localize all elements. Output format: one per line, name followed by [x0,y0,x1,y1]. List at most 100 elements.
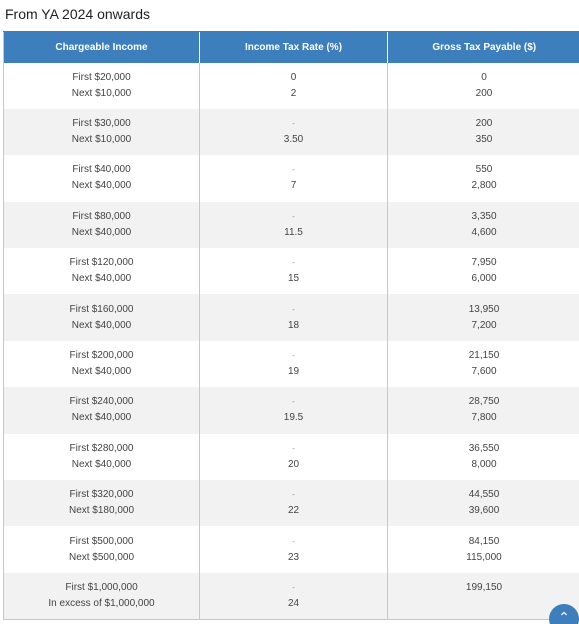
cell-tax-rate: - 3.50 [199,108,388,156]
cell-gross-tax-line: 7,950 [471,257,497,269]
cell-tax-rate-line: - [292,443,295,453]
cell-gross-tax-line: 28,750 [468,396,500,408]
cell-tax-rate: - 19.5 [199,387,388,434]
cell-chargeable-income-line: Next $40,000 [71,458,132,470]
cell-tax-rate-line: - [292,351,295,361]
table-row: First $500,000 Next $500,000 - 23 84,150 115,… [3,526,579,573]
cell-tax-rate: -7 [199,155,388,202]
cell-tax-rate-line: 23 [287,551,300,563]
cell-gross-tax-line: 550 [475,164,493,176]
table-row: First $30,000 Next $10,000-3.50 200 350 [3,108,579,156]
cell-gross-tax-line: 36,550 [468,442,500,454]
cell-gross-tax-line: 200 [475,118,493,130]
cell-chargeable-income-line: First $320,000 [69,489,134,501]
scroll-to-top-button[interactable]: ⌃ [549,604,579,624]
cell-tax-rate-line: - [292,304,295,314]
cell-gross-tax-line: 115,000 [466,551,502,563]
cell-gross-tax-line: 3,350 [471,210,497,222]
cell-chargeable-income-line: First $120,000 [69,257,134,269]
cell-tax-rate-line: 2 [290,87,297,99]
cell-chargeable-income: First $320,000 Next $180,000 [3,480,200,527]
cell-gross-tax: 7,950 6,000 [387,248,579,295]
cell-tax-rate-line: 24 [287,597,300,609]
tax-rate-table: Chargeable Income Income Tax Rate (%) Gr… [3,31,579,620]
cell-gross-tax-line: 7,600 [471,366,497,378]
cell-chargeable-income: First $240,000 Next $40,000 [3,387,200,434]
table-header-row: Chargeable Income Income Tax Rate (%) Gr… [3,31,579,63]
cell-chargeable-income-line: First $500,000 [69,535,134,547]
cell-gross-tax: 13,950 7,200 [387,294,579,341]
cell-chargeable-income-line: Next $500,000 [68,551,135,563]
cell-tax-rate-line: 18 [287,319,300,331]
cell-chargeable-income-line: Next $10,000 [71,134,132,146]
cell-chargeable-income-line: First $80,000 [72,210,131,222]
cell-tax-rate-line: 19.5 [283,412,304,424]
table-row: First $120,000 Next $40,000 - 15 7,950 6,000 [3,248,579,295]
cell-tax-rate: - 24 [199,572,388,620]
cell-gross-tax-line [388,596,579,612]
cell-tax-rate-line: 0 [290,71,297,83]
cell-chargeable-income: First $500,000 Next $500,000 [3,526,200,573]
cell-gross-tax-line: 13,950 [468,303,500,315]
cell-chargeable-income: First $200,000 Next $40,000 [3,340,200,388]
cell-chargeable-income-line: Next $40,000 [71,412,132,424]
cell-tax-rate-line: 20 [287,458,300,470]
cell-gross-tax-line: 84,150 [468,535,500,547]
cell-chargeable-income-line: Next $40,000 [71,273,132,285]
cell-tax-rate-line: - [292,490,295,500]
table-row: First $160,000 Next $40,000 - 18 13,950 7,200 [3,294,579,341]
table-row: First $20,000 Next $10,000 0 2 0 200 [3,62,579,109]
table-row: First $1,000,000 In excess of $1,000,000 -… [3,572,579,620]
cell-tax-rate: - 15 [199,248,388,295]
cell-gross-tax-line: 2,800 [471,180,497,192]
cell-chargeable-income-line: First $1,000,000 [65,581,138,593]
cell-chargeable-income: First $40,000 Next $40,000 [3,155,200,202]
cell-chargeable-income: First $280,000 Next $40,000 [3,433,200,481]
cell-gross-tax-line: 199,150 [465,581,503,593]
cell-gross-tax: 21,150 7,600 [387,340,579,388]
cell-chargeable-income-line: Next $40,000 [71,366,132,378]
cell-chargeable-income-line: First $200,000 [69,350,134,362]
cell-tax-rate-line: - [292,258,295,268]
cell-gross-tax-line: 200 [475,87,493,99]
cell-gross-tax: 28,750 7,800 [387,387,579,434]
section-heading: From YA 2024 onwards [5,6,151,22]
cell-chargeable-income-line: Next $40,000 [71,319,132,331]
cell-tax-rate-line: 19 [287,366,300,378]
cell-chargeable-income-line: Next $180,000 [68,505,135,517]
cell-chargeable-income: First $120,000 Next $40,000 [3,248,200,295]
cell-gross-tax: 3,350 4,600 [387,201,579,249]
header-gross-tax-payable: Gross Tax Payable ($) [387,31,579,63]
table-row: First $200,000 Next $40,000 - 19 21,150 7,600 [3,340,579,388]
chevron-up-icon: ⌃ [558,609,570,624]
cell-chargeable-income-line: First $160,000 [69,303,134,315]
cell-tax-rate-line: - [292,211,295,221]
cell-tax-rate: - 11.5 [199,201,388,249]
cell-chargeable-income: First $80,000 Next $40,000 [3,201,200,249]
cell-tax-rate: - 20 [199,433,388,481]
cell-chargeable-income-line: Next $40,000 [71,180,132,192]
cell-tax-rate-line: 22 [287,505,300,517]
cell-tax-rate-line: 3.50 [283,134,304,146]
table-row: First $320,000 Next $180,000 - 22 44,550 39,6… [3,480,579,527]
cell-gross-tax-line: 4,600 [471,226,497,238]
cell-gross-tax-line: 7,200 [471,319,497,331]
cell-tax-rate-line: - [292,119,295,129]
cell-chargeable-income-line: Next $10,000 [71,87,132,99]
cell-gross-tax-line: 7,800 [471,412,497,424]
cell-tax-rate-line: - [292,582,295,592]
cell-tax-rate: - 23 [199,526,388,573]
cell-gross-tax: 0 200 [387,62,579,109]
cell-tax-rate-line: 7 [290,180,297,192]
table-row: First $280,000 Next $40,000 - 20 36,550 8,000 [3,433,579,481]
cell-gross-tax: 44,550 39,600 [387,480,579,527]
cell-gross-tax: 199,150 [387,572,579,620]
cell-gross-tax: 84,150 115,000 [387,526,579,573]
cell-chargeable-income-line: In excess of $1,000,000 [48,597,155,609]
cell-chargeable-income-line: First $240,000 [69,396,134,408]
table-row: First $40,000 Next $40,000-7 550 2,800 [3,155,579,202]
cell-tax-rate-line: - [292,536,295,546]
cell-gross-tax: 550 2,800 [387,155,579,202]
table-row: First $240,000 Next $40,000 - 19.5 28,750 7,8… [3,387,579,434]
cell-gross-tax-line: 21,150 [468,350,500,362]
